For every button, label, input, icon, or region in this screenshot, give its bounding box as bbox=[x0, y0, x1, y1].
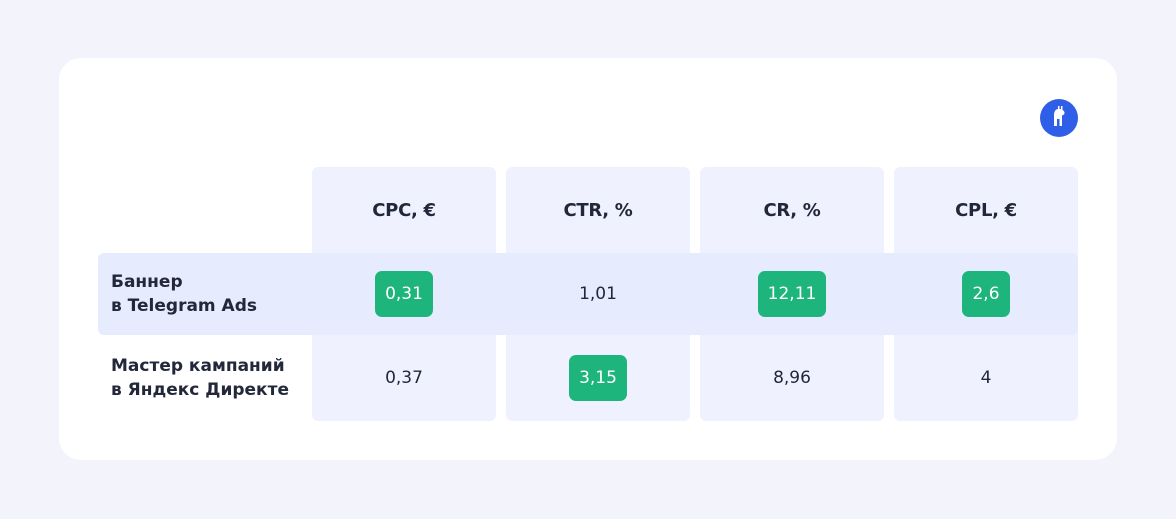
cell-value: 8,96 bbox=[773, 368, 811, 388]
column-header-ctr: CTR, % bbox=[563, 199, 633, 221]
highlight-badge: 0,31 bbox=[375, 271, 433, 317]
highlighted-row-band bbox=[98, 253, 1078, 335]
row-label-line: в Яндекс Директе bbox=[111, 380, 289, 400]
row-label-telegram: Баннер в Telegram Ads bbox=[111, 253, 311, 335]
cell-value: 0,37 bbox=[385, 368, 423, 388]
column-header-cpc: CPC, € bbox=[372, 199, 436, 221]
row-label-line: в Telegram Ads bbox=[111, 296, 258, 316]
column-header-cr: CR, % bbox=[763, 199, 821, 221]
llama-logo-icon bbox=[1040, 99, 1078, 137]
highlight-badge: 3,15 bbox=[569, 355, 627, 401]
highlight-badge: 12,11 bbox=[757, 271, 827, 317]
table-cell: 4 bbox=[894, 335, 1078, 421]
table-cell: 2,6 bbox=[894, 253, 1078, 335]
row-label-yandex: Мастер кампаний в Яндекс Директе bbox=[111, 335, 311, 421]
cell-value: 4 bbox=[980, 368, 992, 388]
table-cell: 8,96 bbox=[700, 335, 884, 421]
table-cell: 0,31 bbox=[312, 253, 496, 335]
row-label-line: Мастер кампаний bbox=[111, 356, 285, 376]
table-cell: 0,37 bbox=[312, 335, 496, 421]
table-cell: 3,15 bbox=[506, 335, 690, 421]
table-cell: 12,11 bbox=[700, 253, 884, 335]
column-header-cpl: CPL, € bbox=[955, 199, 1017, 221]
highlight-badge: 2,6 bbox=[962, 271, 1010, 317]
table-cell: 1,01 bbox=[506, 253, 690, 335]
row-label-line: Баннер bbox=[111, 272, 183, 292]
cell-value: 1,01 bbox=[579, 284, 617, 304]
